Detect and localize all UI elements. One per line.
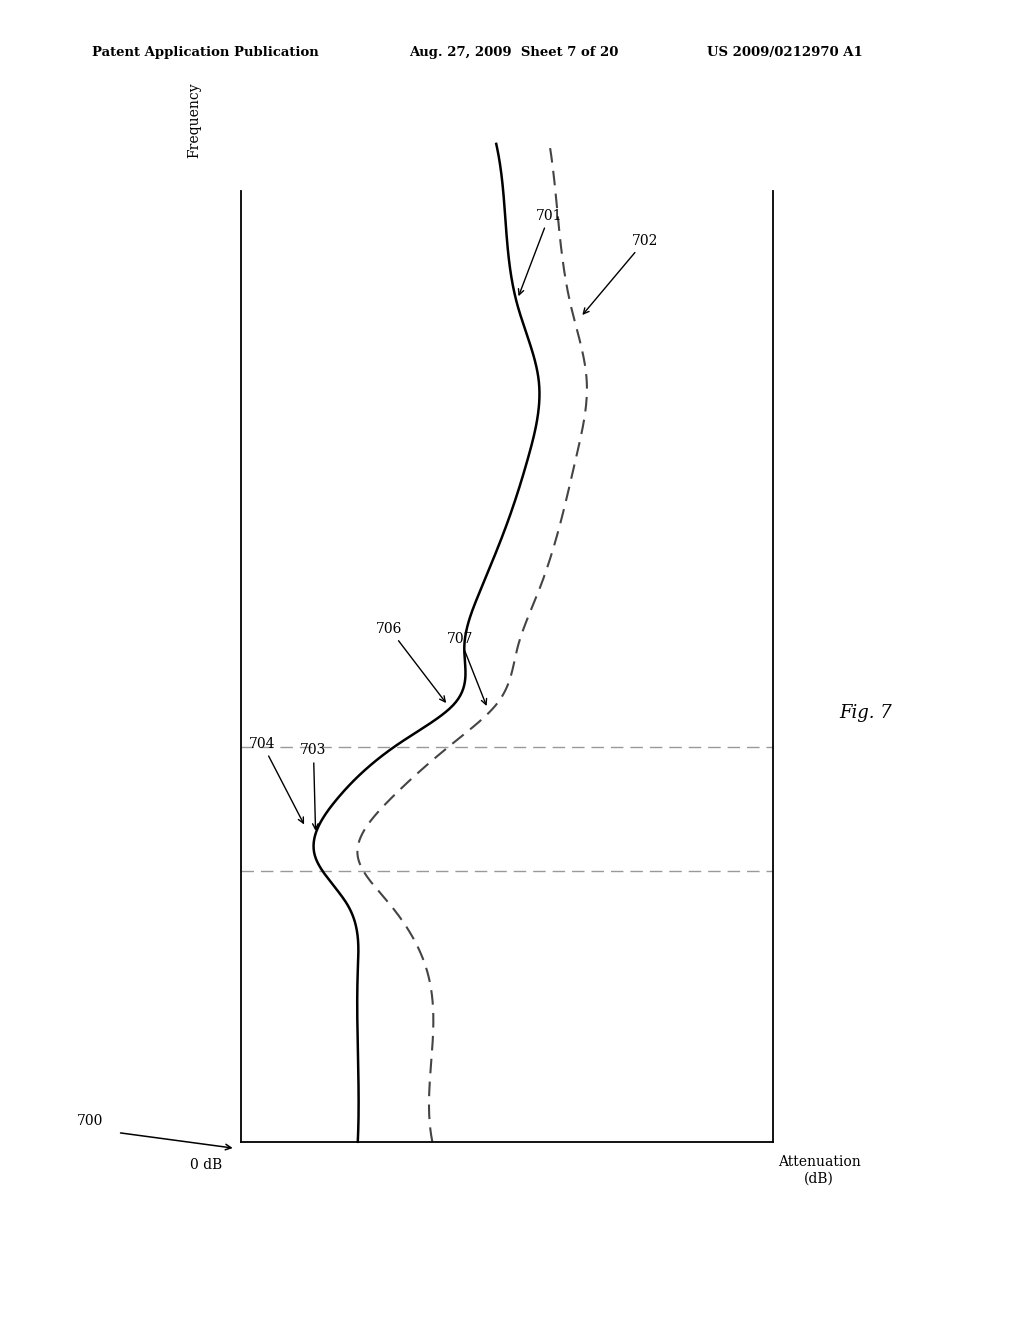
Text: Attenuation
(dB): Attenuation (dB) (778, 1155, 860, 1185)
Text: 701: 701 (518, 209, 562, 294)
Text: Fig. 7: Fig. 7 (839, 704, 892, 722)
Text: 703: 703 (300, 743, 327, 829)
Text: US 2009/0212970 A1: US 2009/0212970 A1 (707, 46, 862, 59)
Text: 707: 707 (446, 632, 486, 705)
Text: Patent Application Publication: Patent Application Publication (92, 46, 318, 59)
Text: Aug. 27, 2009  Sheet 7 of 20: Aug. 27, 2009 Sheet 7 of 20 (410, 46, 618, 59)
Text: 700: 700 (77, 1114, 103, 1127)
Text: 0 dB: 0 dB (190, 1158, 222, 1172)
Text: 706: 706 (376, 622, 445, 702)
Text: 702: 702 (584, 234, 658, 314)
Text: Frequency: Frequency (187, 83, 202, 158)
Text: 704: 704 (249, 737, 303, 824)
